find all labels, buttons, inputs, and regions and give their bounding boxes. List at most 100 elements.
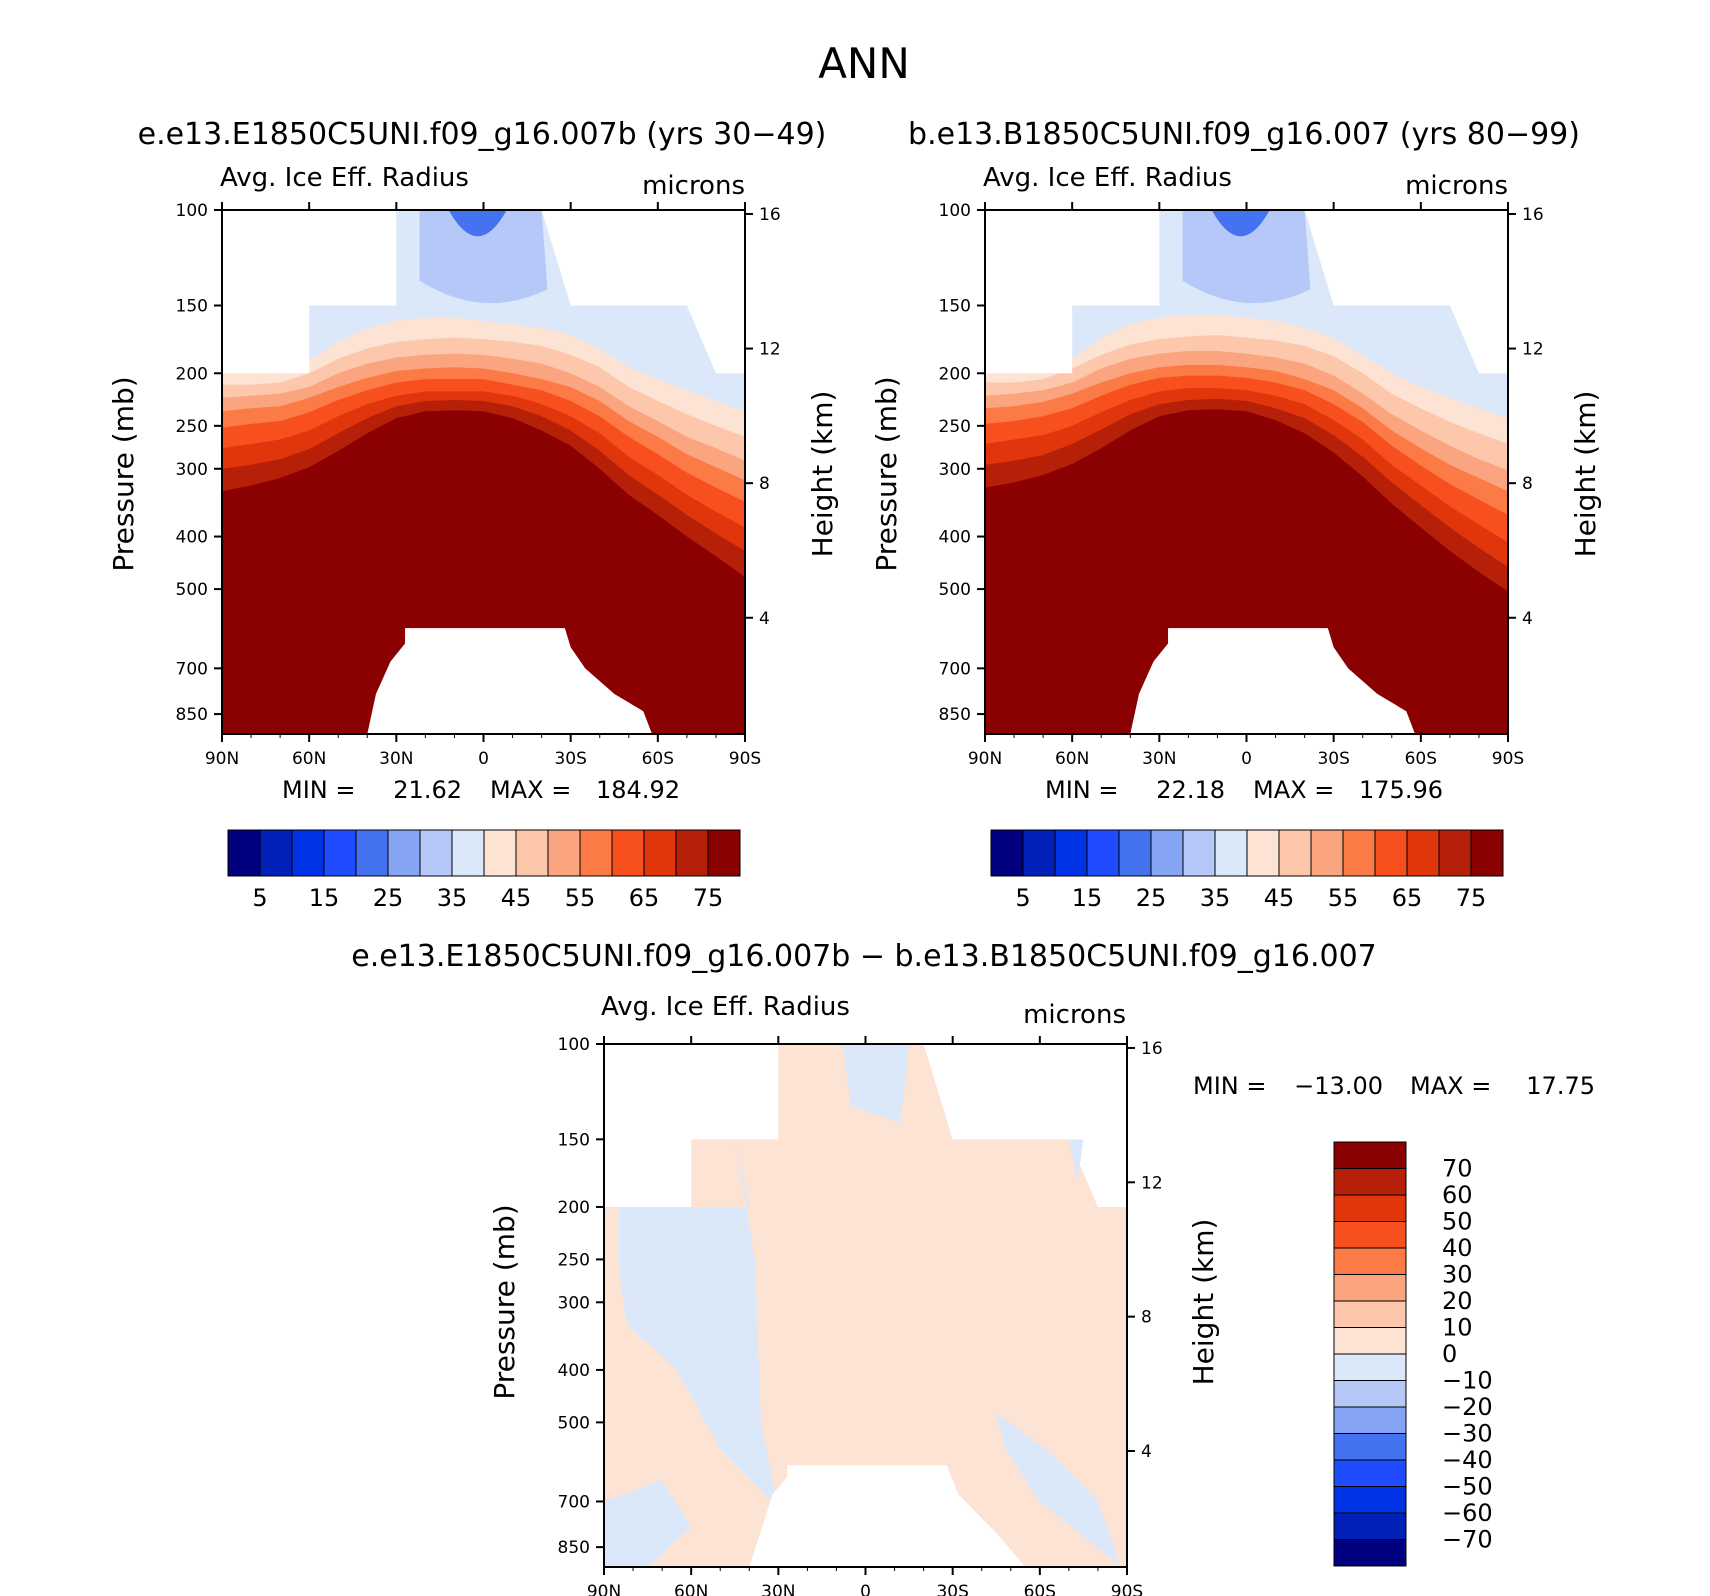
panel-2-axes: 90N 60N 30N 0 30S 60S 90S 100 150 200 250 300 400 500…	[939, 201, 1544, 769]
panel-2-contour-field	[985, 210, 1508, 734]
x-tick-label: 0	[1241, 749, 1252, 769]
colorbar-label: 55	[565, 884, 596, 912]
y-tick-label: 500	[176, 580, 208, 600]
colorbar-box	[1470, 829, 1504, 877]
panel-3: e.e13.E1850C5UNI.f09_g16.007b − b.e13.B1…	[351, 939, 1595, 1596]
x-tick-label: 30S	[554, 749, 586, 769]
panel-3-ylabel: Pressure (mb)	[488, 1204, 521, 1399]
x-tick-label: 0	[478, 749, 489, 769]
y-tick-label: 250	[176, 417, 208, 437]
panel-2-ylabel: Pressure (mb)	[870, 376, 903, 571]
colorbar-box	[1333, 1194, 1407, 1222]
colorbar-box	[1333, 1459, 1407, 1487]
y-tick-label: 250	[558, 1250, 590, 1270]
panel-2: b.e13.B1850C5UNI.f09_g16.007 (yrs 80−99)…	[870, 117, 1602, 912]
x-tick-label: 60S	[1024, 1582, 1056, 1596]
y2-tick-label: 4	[1141, 1442, 1152, 1462]
panel-1-axes: 90N 60N 30N 0 30S 60S 90S 100 150 200 250 300 400 500…	[176, 201, 781, 769]
colorbar-box	[1333, 1433, 1407, 1461]
x-tick-label: 90N	[968, 749, 1002, 769]
panel-3-max-label: MAX =	[1410, 1072, 1491, 1100]
field-mask-top	[222, 210, 745, 374]
colorbar-label: 45	[501, 884, 532, 912]
colorbar-box	[291, 829, 325, 877]
colorbar-label: −70	[1442, 1526, 1493, 1554]
y-tick-label: 150	[939, 297, 971, 317]
colorbar-label: 15	[1072, 884, 1103, 912]
colorbar-box	[1333, 1539, 1407, 1567]
panel-3-ylabel-right: Height (km)	[1187, 1219, 1220, 1386]
field-band-30-35	[419, 210, 548, 304]
y2-tick-label: 8	[1522, 474, 1533, 494]
panel-2-max-label: MAX =	[1253, 776, 1334, 804]
colorbar-box	[1333, 1247, 1407, 1275]
panel-2-stats: MIN = 22.18 MAX = 175.96	[1045, 776, 1443, 804]
panel-3-units-label: microns	[1023, 1000, 1126, 1030]
y-tick-label: 300	[939, 460, 971, 480]
colorbar-label: 50	[1442, 1208, 1473, 1236]
colorbar-box	[1333, 1168, 1407, 1196]
x-tick-label: 0	[860, 1582, 871, 1596]
colorbar-label: 75	[693, 884, 724, 912]
colorbar-box	[547, 829, 581, 877]
field-diff-negative-patch	[618, 1139, 779, 1509]
y-tick-label: 100	[939, 201, 971, 221]
colorbar-label: 35	[1200, 884, 1231, 912]
panel-1-colorbar: 5 15 25 35 45 55 65 75	[227, 829, 741, 912]
colorbar-label: −60	[1442, 1499, 1493, 1527]
x-tick-label: 60N	[292, 749, 326, 769]
colorbar-label: 65	[629, 884, 660, 912]
colorbar-label: 20	[1442, 1287, 1473, 1315]
panel-3-min-value: −13.00	[1294, 1072, 1383, 1100]
y-tick-label: 850	[176, 705, 208, 725]
field-diff-negative-patch	[996, 1412, 1122, 1567]
colorbar-box	[990, 829, 1024, 877]
y2-tick-label: 8	[759, 474, 770, 494]
panel-1-stats: MIN = 21.62 MAX = 184.92	[282, 776, 680, 804]
colorbar-box	[451, 829, 485, 877]
panel-3-stats: MIN = −13.00 MAX = 17.75	[1193, 1072, 1595, 1100]
colorbar-box	[1333, 1327, 1407, 1355]
colorbar-label: −30	[1442, 1420, 1493, 1448]
panel-2-min-label: MIN =	[1045, 776, 1118, 804]
y2-tick-label: 16	[759, 205, 781, 225]
colorbar-box	[1333, 1512, 1407, 1540]
x-tick-label: 30S	[936, 1582, 968, 1596]
x-tick-label: 30N	[761, 1582, 795, 1596]
colorbar-box	[355, 829, 389, 877]
colorbar-box	[515, 829, 549, 877]
colorbar-box	[579, 829, 613, 877]
y-tick-label: 850	[558, 1538, 590, 1558]
field-mask-top	[985, 210, 1508, 374]
colorbar-label: 75	[1456, 884, 1487, 912]
colorbar-box	[1333, 1274, 1407, 1302]
field-band-75	[222, 410, 745, 734]
colorbar-box	[1054, 829, 1088, 877]
panel-1-max-label: MAX =	[490, 776, 571, 804]
panel-3-contour-field	[604, 1044, 1127, 1567]
panel-2-ylabel-right: Height (km)	[1569, 391, 1602, 558]
y-tick-label: 100	[558, 1035, 590, 1055]
x-tick-label: 30N	[1142, 749, 1176, 769]
y-tick-label: 700	[939, 659, 971, 679]
field-diff-negative-patch	[604, 1480, 692, 1567]
colorbar-label: −10	[1442, 1367, 1493, 1395]
colorbar-box	[1086, 829, 1120, 877]
y-tick-label: 700	[176, 659, 208, 679]
colorbar-label: 5	[1015, 884, 1030, 912]
colorbar-label: 5	[252, 884, 267, 912]
y-tick-label: 400	[176, 528, 208, 548]
y-tick-label: 250	[939, 417, 971, 437]
colorbar-label: 45	[1264, 884, 1295, 912]
colorbar-box	[419, 829, 453, 877]
colorbar-label: 30	[1442, 1261, 1473, 1289]
colorbar-label: 25	[373, 884, 404, 912]
colorbar-box	[1406, 829, 1440, 877]
colorbar-box	[387, 829, 421, 877]
x-tick-label: 60N	[1055, 749, 1089, 769]
colorbar-box	[643, 829, 677, 877]
y2-tick-label: 16	[1522, 205, 1544, 225]
x-tick-label: 90N	[587, 1582, 621, 1596]
colorbar-label: 65	[1392, 884, 1423, 912]
panel-2-run-title: b.e13.B1850C5UNI.f09_g16.007 (yrs 80−99)	[908, 117, 1580, 152]
